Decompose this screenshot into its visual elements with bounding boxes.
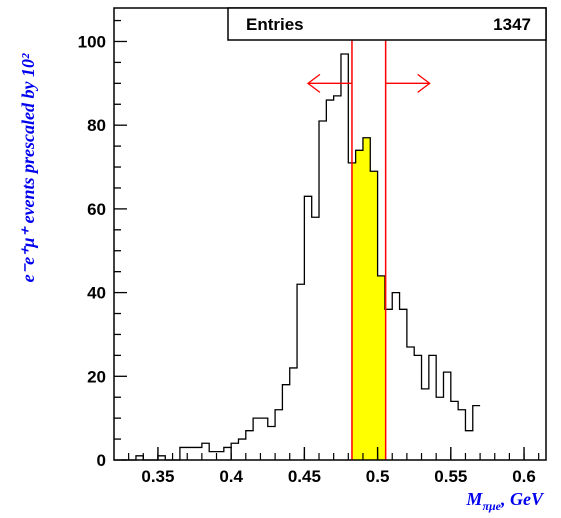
x-axis-title-subscript: πμe — [482, 499, 501, 513]
y-tick-label: 0 — [97, 451, 106, 470]
highlight-band-fill — [351, 137, 386, 461]
x-tick-label: 0.55 — [434, 467, 467, 486]
x-axis-ticks: 0.35 0.4 0.45 0.5 0.55 0.6 — [128, 447, 540, 486]
y-tick-label: 100 — [78, 32, 106, 51]
x-tick-label: 0.6 — [512, 467, 536, 486]
y-tick-label: 40 — [87, 284, 106, 303]
x-axis-title-unit: , GeV — [500, 489, 545, 509]
left-arrow — [306, 73, 352, 93]
right-arrow — [385, 73, 431, 93]
x-axis-title: Mπμe, GeV — [465, 489, 545, 513]
y-axis-title: e⁻e⁺μ⁺ events prescaled by 10² — [18, 53, 38, 282]
x-tick-label: 0.35 — [141, 467, 174, 486]
x-tick-label: 0.45 — [288, 467, 321, 486]
x-tick-label: 0.5 — [366, 467, 390, 486]
y-tick-label: 20 — [87, 367, 106, 386]
stats-entries-value: 1347 — [493, 15, 531, 34]
y-tick-label: 80 — [87, 116, 106, 135]
histogram-outline — [121, 53, 481, 461]
y-axis-ticks: 0 20 40 60 80 100 — [78, 19, 127, 470]
x-axis-title-main: M — [465, 489, 483, 509]
x-tick-label: 0.4 — [219, 467, 243, 486]
stats-box: Entries 1347 — [227, 7, 547, 41]
stats-entries-label: Entries — [246, 15, 304, 34]
y-tick-label: 60 — [87, 200, 106, 219]
plot-frame — [113, 7, 547, 461]
